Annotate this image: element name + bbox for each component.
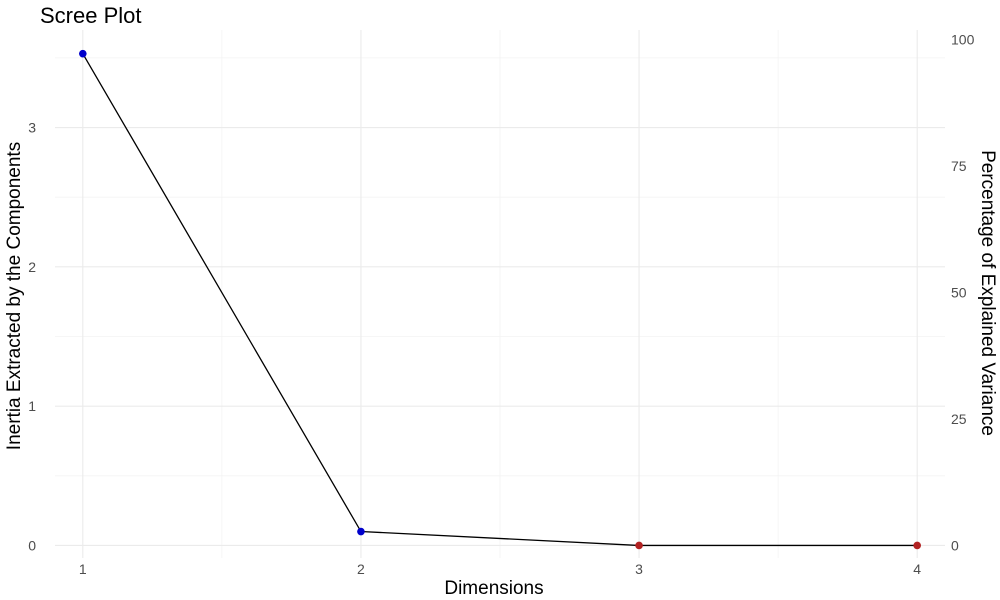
series-line [82,53,918,547]
secondary-y-axis-title: Percentage of Explained Variance [977,150,998,436]
x-tick-label: 3 [635,561,643,577]
x-tick-label: 2 [357,561,365,577]
x-axis-title: Dimensions [444,578,543,599]
tick-labels: 1 2 3 4 0 1 2 3 0 25 50 75 100 [28,32,974,577]
data-point [79,49,87,58]
y-axis-title: Inertia Extracted by the Components [4,142,25,450]
x-tick-label: 1 [79,561,87,577]
y-tick-label: 1 [28,398,36,414]
secondary-y-tick-label: 75 [951,158,967,174]
series-line-layer [82,53,918,547]
grid [55,30,945,558]
secondary-y-tick-label: 0 [951,537,959,553]
y-tick-label: 0 [28,537,36,553]
data-point [635,541,643,550]
data-point [357,527,365,536]
secondary-y-tick-label: 25 [951,411,967,427]
secondary-y-tick-label: 100 [951,32,975,48]
chart-title: Scree Plot [40,3,142,28]
data-point [913,541,921,550]
y-tick-label: 2 [28,259,36,275]
y-tick-label: 3 [28,120,36,136]
secondary-y-tick-label: 50 [951,284,967,300]
x-tick-label: 4 [913,561,921,577]
data-points [79,49,921,550]
